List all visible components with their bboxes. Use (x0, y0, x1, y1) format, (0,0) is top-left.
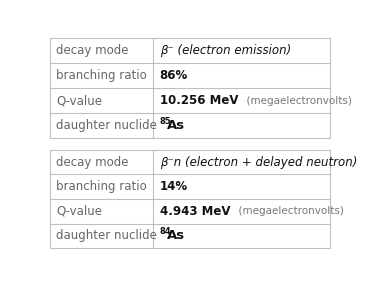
Text: (megaelectronvolts): (megaelectronvolts) (232, 206, 344, 216)
Text: daughter nuclide: daughter nuclide (56, 229, 157, 243)
Text: 10.256 MeV: 10.256 MeV (160, 94, 238, 107)
Text: branching ratio: branching ratio (56, 69, 147, 82)
Text: 86%: 86% (160, 69, 188, 82)
Text: 84: 84 (160, 227, 171, 236)
Text: decay mode: decay mode (56, 156, 129, 168)
Text: branching ratio: branching ratio (56, 180, 147, 193)
Text: 14%: 14% (160, 180, 188, 193)
Bar (50, 38, 330, 138)
Text: Q-value: Q-value (56, 94, 102, 107)
Text: decay mode: decay mode (56, 44, 129, 57)
Text: Q-value: Q-value (56, 205, 102, 218)
Text: daughter nuclide: daughter nuclide (56, 119, 157, 132)
Text: β⁻ (electron emission): β⁻ (electron emission) (160, 44, 291, 57)
Text: β⁻n (electron + delayed neutron): β⁻n (electron + delayed neutron) (160, 156, 357, 168)
Text: 4.943 MeV: 4.943 MeV (160, 205, 230, 218)
Text: 85: 85 (160, 117, 171, 126)
Text: (megaelectronvolts): (megaelectronvolts) (240, 95, 351, 106)
Bar (50, 150, 330, 248)
Text: As: As (167, 229, 185, 243)
Text: As: As (167, 119, 185, 132)
